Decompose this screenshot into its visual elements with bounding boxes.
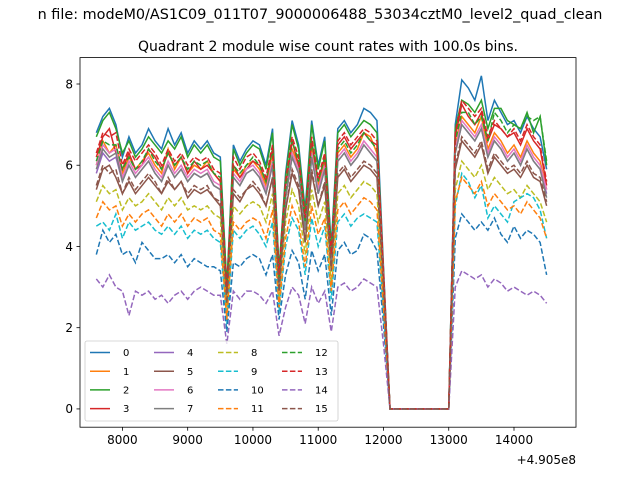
plot-frame (79, 57, 577, 428)
legend-label-13: 13 (315, 367, 328, 378)
y-tick-label: 8 (65, 77, 73, 91)
x-axis: 8000 9000 10000 11000 12000 13000 14000 (107, 427, 533, 447)
x-tick-label: 10000 (234, 433, 272, 447)
legend-label-14: 14 (315, 386, 328, 397)
series-line-15 (95, 135, 548, 410)
legend-label-4: 4 (187, 348, 193, 359)
y-axis: 0 2 4 6 8 (65, 77, 80, 416)
series-line-7 (95, 122, 548, 410)
x-tick-label: 13000 (430, 433, 468, 447)
series-line-2 (95, 98, 548, 410)
legend-label-8: 8 (251, 348, 257, 359)
legend-label-5: 5 (187, 367, 193, 378)
y-tick-label: 0 (65, 402, 73, 416)
legend-label-1: 1 (123, 367, 129, 378)
legend-label-15: 15 (315, 404, 328, 415)
legend-label-2: 2 (123, 386, 129, 397)
y-tick-label: 6 (65, 159, 73, 173)
series-line-6 (95, 118, 548, 410)
x-tick-label: 11000 (299, 433, 337, 447)
x-offset-label: +4.905e8 (517, 453, 576, 467)
x-tick-label: 8000 (107, 433, 138, 447)
x-tick-label: 12000 (364, 433, 402, 447)
chart-title: Quadrant 2 module wise count rates with … (138, 39, 518, 55)
legend-label-9: 9 (251, 367, 257, 378)
figure-suptitle: n file: modeM0/AS1C09_011T07_9000006488_… (38, 7, 603, 23)
x-tick-label: 9000 (172, 433, 203, 447)
plot-lines (95, 75, 548, 410)
series-line-12 (95, 110, 548, 410)
series-line-10 (95, 212, 548, 410)
legend-label-0: 0 (123, 348, 129, 359)
legend-label-6: 6 (187, 386, 193, 397)
series-line-11 (95, 175, 548, 410)
y-tick-label: 4 (65, 240, 73, 254)
legend-box (84, 340, 339, 422)
legend-label-10: 10 (251, 386, 264, 397)
legend-label-3: 3 (123, 404, 129, 415)
legend-label-11: 11 (251, 404, 264, 415)
series-line-13 (95, 98, 548, 410)
legend-label-12: 12 (315, 348, 328, 359)
x-tick-label: 14000 (495, 433, 533, 447)
series-line-8 (95, 159, 548, 410)
y-tick-label: 2 (65, 321, 73, 335)
series-line-14 (95, 269, 548, 410)
series-line-0 (95, 75, 548, 410)
legend-label-7: 7 (187, 404, 193, 415)
